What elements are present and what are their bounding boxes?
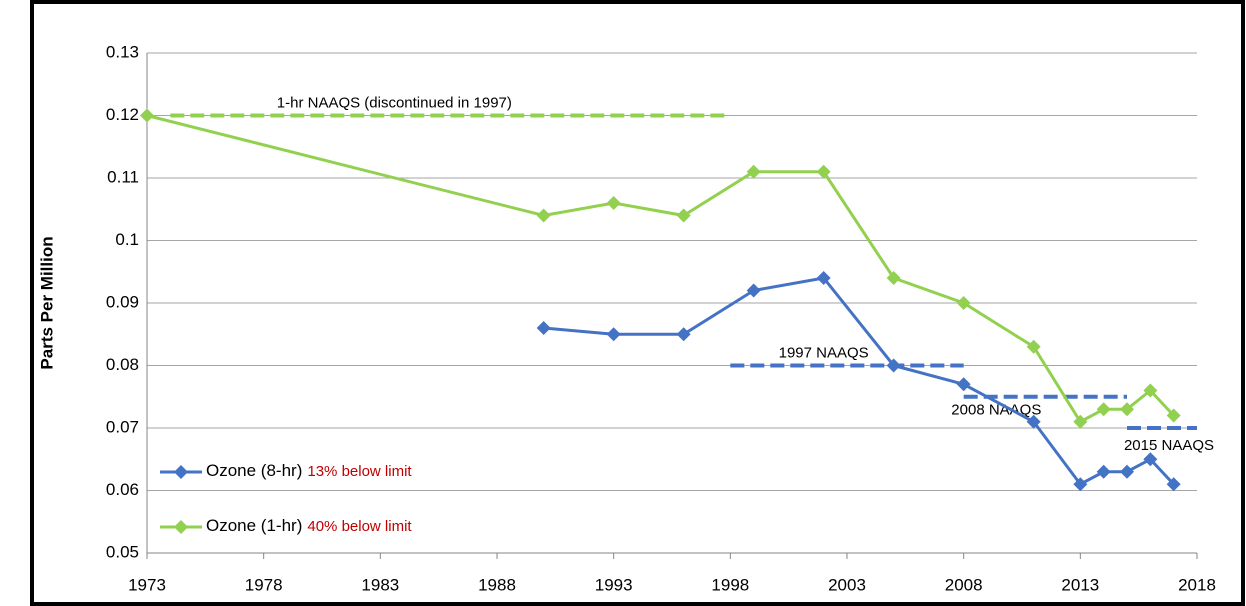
legend-note: 40% below limit bbox=[307, 518, 412, 535]
x-tick-label: 1983 bbox=[361, 575, 399, 594]
y-tick-label: 0.11 bbox=[107, 167, 139, 186]
data-point bbox=[1120, 464, 1134, 479]
legend-name: Ozone (1-hr) bbox=[206, 516, 302, 535]
data-point bbox=[1026, 414, 1041, 429]
data-point bbox=[1143, 452, 1158, 467]
data-point bbox=[1096, 464, 1111, 479]
data-point bbox=[1073, 477, 1088, 492]
legend-label: Ozone (1-hr) 40% below limit bbox=[206, 516, 412, 535]
data-point bbox=[1026, 339, 1041, 354]
series-line bbox=[543, 276, 1175, 487]
data-point bbox=[536, 208, 551, 223]
data-point bbox=[816, 271, 831, 285]
data-point bbox=[1120, 402, 1134, 417]
x-tick-label: 1978 bbox=[245, 575, 283, 594]
data-point bbox=[140, 108, 154, 123]
reference-label: 1997 NAAQS bbox=[779, 344, 869, 361]
data-point bbox=[1073, 414, 1088, 429]
data-point bbox=[746, 283, 761, 298]
x-tick-label: 2008 bbox=[945, 575, 983, 594]
x-tick-label: 1973 bbox=[128, 575, 166, 594]
data-point bbox=[676, 327, 691, 342]
y-tick-label: 0.08 bbox=[106, 355, 139, 374]
reference-label: 1-hr NAAQS (discontinued in 1997) bbox=[277, 94, 512, 111]
data-point bbox=[676, 208, 691, 223]
legend-note: 13% below limit bbox=[307, 463, 412, 480]
legend-marker bbox=[174, 465, 188, 479]
data-point bbox=[606, 327, 621, 342]
x-tick-label: 1988 bbox=[478, 575, 516, 594]
reference-label: 2015 NAAQS bbox=[1124, 437, 1214, 454]
y-tick-label: 0.13 bbox=[106, 42, 139, 61]
y-tick-label: 0.1 bbox=[115, 230, 139, 249]
data-point bbox=[1096, 402, 1111, 417]
y-tick-label: 0.06 bbox=[106, 480, 139, 499]
data-point bbox=[816, 164, 831, 179]
y-tick-label: 0.09 bbox=[106, 292, 139, 311]
data-point bbox=[1166, 408, 1181, 423]
x-tick-label: 2018 bbox=[1178, 575, 1216, 594]
x-tick-label: 1998 bbox=[711, 575, 749, 594]
x-tick-label: 2013 bbox=[1061, 575, 1099, 594]
y-tick-label: 0.07 bbox=[106, 417, 139, 436]
data-point bbox=[746, 164, 761, 179]
data-point bbox=[886, 358, 901, 373]
y-tick-label: 0.12 bbox=[106, 105, 139, 124]
legend-name: Ozone (8-hr) bbox=[206, 461, 302, 480]
data-point bbox=[1166, 477, 1181, 492]
data-point bbox=[956, 377, 971, 392]
data-point bbox=[536, 321, 551, 335]
data-point bbox=[1143, 383, 1158, 398]
legend-marker bbox=[174, 520, 188, 534]
data-point bbox=[886, 271, 901, 285]
data-point bbox=[956, 296, 971, 310]
data-point bbox=[606, 196, 621, 210]
series-line bbox=[146, 114, 1175, 424]
x-tick-label: 2003 bbox=[828, 575, 866, 594]
y-tick-label: 0.05 bbox=[106, 542, 139, 561]
y-axis-label: Parts Per Million bbox=[37, 236, 56, 369]
chart-frame bbox=[30, 0, 1245, 606]
legend-label: Ozone (8-hr) 13% below limit bbox=[206, 461, 412, 480]
x-tick-label: 1993 bbox=[595, 575, 633, 594]
reference-label: 2008 NAAQS bbox=[951, 402, 1041, 419]
